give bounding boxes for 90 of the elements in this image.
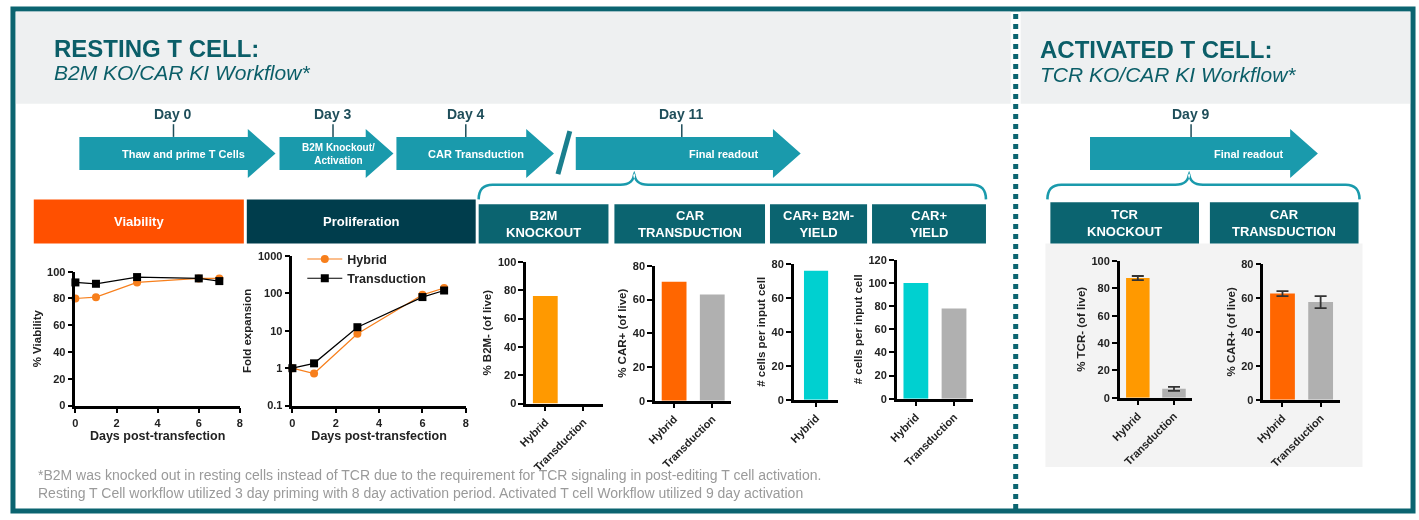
y-tick-label: 100 [868, 276, 887, 289]
y-tick-label: 0 [880, 392, 887, 405]
x-tick-label: 8 [236, 416, 243, 429]
x-tick-label: 4 [376, 416, 384, 429]
text: B2M Knockout/ Activation [302, 142, 375, 166]
y-tick-label: 0.1 [267, 399, 283, 412]
y-tick-label: 80 [1241, 257, 1254, 270]
y-tick-label: 0 [1247, 393, 1254, 406]
chart-title: Viability [114, 214, 165, 229]
y-tick-label: 20 [1097, 364, 1110, 377]
text: TCR KO/CAR KI Workflow* [1040, 63, 1297, 86]
legend-label: Hybrid [347, 252, 387, 267]
x-axis-title: Days post-transfection [89, 428, 226, 443]
x-tick-label: 8 [462, 416, 469, 429]
x-tick-label: 4 [154, 416, 162, 429]
legend-label: Transduction [347, 272, 426, 287]
text: B2M KO/CAR KI Workflow* [54, 61, 311, 84]
text: Final readout [1214, 148, 1284, 160]
text: CAR Transduction [428, 148, 525, 160]
y-tick-label: 0 [1103, 391, 1110, 404]
text: Resting T Cell workflow utilized 3 day priming with 8 day activation period. Activated T cell Workflow utilized 9 day activation [38, 485, 804, 501]
y-tick-label: 80 [504, 284, 517, 297]
y-tick-label: 40 [632, 327, 646, 340]
y-tick-label: 80 [1097, 282, 1110, 295]
y-tick-label: 20 [874, 369, 887, 382]
y-tick-label: 40 [1241, 325, 1254, 338]
x-tick-label: 0 [289, 416, 296, 429]
y-axis-title: % CAR+ (of live) [1224, 287, 1237, 377]
y-tick-label: 100 [264, 287, 283, 300]
x-tick-label: 2 [332, 416, 339, 429]
y-tick-label: 40 [874, 346, 887, 359]
text: ACTIVATED T CELL: [1040, 36, 1273, 63]
x-tick-label: 0 [72, 416, 79, 429]
x-tick-label: 2 [113, 416, 120, 429]
y-tick-label: 20 [771, 359, 784, 372]
y-axis-title: % B2M- (of live) [481, 289, 494, 376]
chart-title: CAR+ B2M- YIELD [783, 208, 855, 240]
y-tick-label: 100 [1091, 254, 1110, 267]
y-tick-label: 100 [47, 265, 66, 278]
y-tick-label: 0 [777, 393, 784, 406]
x-axis-title: Days post-transfection [311, 428, 447, 443]
chart-title: B2M KNOCKOUT [506, 208, 582, 240]
text: Day 3 [314, 106, 352, 122]
y-tick-label: 20 [632, 360, 646, 373]
y-tick-label: 80 [53, 292, 66, 305]
y-axis-title: # cells per input cell [755, 276, 768, 387]
y-tick-label: 20 [53, 372, 66, 385]
y-axis-title: % Viability [30, 309, 43, 368]
y-tick-label: 20 [504, 369, 517, 382]
y-tick-label: 40 [504, 340, 517, 353]
y-axis-title: Fold expansion [241, 288, 254, 373]
y-tick-label: 60 [53, 319, 66, 332]
chart-title: CAR+ YIELD [910, 208, 949, 240]
y-tick-label: 40 [771, 325, 784, 338]
y-tick-label: 20 [1241, 359, 1254, 372]
y-tick-label: 10 [270, 324, 283, 337]
x-tick-label: 6 [195, 416, 202, 429]
text: Day 0 [154, 106, 192, 122]
y-tick-label: 0 [510, 397, 517, 410]
y-tick-label: 60 [874, 323, 887, 336]
y-axis-title: % TCR- (of live) [1074, 286, 1087, 372]
text: Final readout [689, 148, 759, 160]
y-axis-title: # cells per input cell [851, 274, 864, 385]
y-tick-label: 40 [53, 345, 66, 358]
y-tick-label: 1 [276, 362, 283, 375]
text: Day 9 [1172, 106, 1210, 122]
y-tick-label: 60 [632, 293, 646, 306]
chart-title: TCR KNOCKOUT [1087, 207, 1163, 239]
text: Day 4 [447, 106, 485, 122]
y-tick-label: 60 [1241, 291, 1254, 304]
y-tick-label: 60 [771, 291, 784, 304]
y-tick-label: 60 [504, 312, 517, 325]
text: RESTING T CELL: [54, 35, 260, 62]
y-tick-label: 60 [1097, 309, 1110, 322]
y-tick-label: 120 [868, 253, 887, 266]
y-tick-label: 40 [1097, 336, 1110, 349]
y-axis-title: % CAR+ (of live) [616, 288, 629, 378]
text: Day 11 [659, 106, 704, 122]
chart-title: Proliferation [323, 214, 400, 229]
y-tick-label: 80 [874, 300, 887, 313]
chart-title: CAR TRANSDUCTION [638, 208, 742, 240]
y-tick-label: 80 [771, 257, 784, 270]
y-tick-label: 100 [497, 255, 517, 268]
y-tick-label: 0 [638, 394, 646, 407]
y-tick-label: 1000 [257, 249, 283, 262]
chart-title: CAR TRANSDUCTION [1232, 207, 1336, 239]
x-tick-label: 6 [419, 416, 426, 429]
y-tick-label: 0 [59, 399, 66, 412]
text: Thaw and prime T Cells [122, 148, 245, 160]
y-tick-label: 80 [632, 259, 646, 272]
